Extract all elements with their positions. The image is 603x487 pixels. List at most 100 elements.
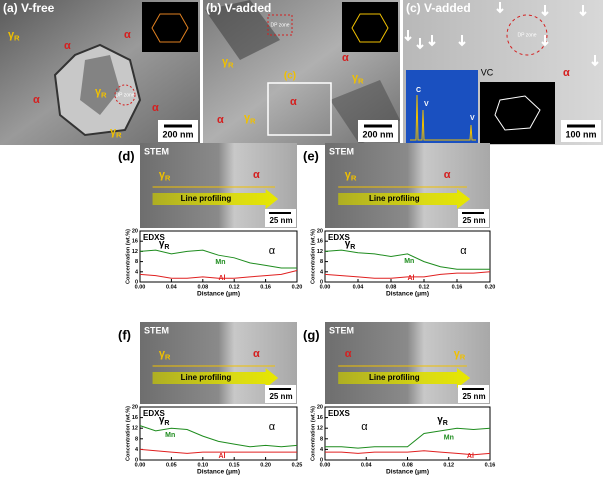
edx-peak-label: C: [416, 87, 421, 94]
x-tick-label: 0.04: [353, 284, 365, 290]
y-tick-label: 4: [320, 447, 324, 453]
x-tick-label: 0.15: [229, 462, 240, 468]
x-axis-title: Distance (μm): [386, 291, 429, 298]
edx-peak-label: V: [470, 115, 475, 122]
y-tick-label: 0: [135, 457, 138, 463]
phase-subscript: R: [164, 244, 169, 251]
arrow: [458, 35, 466, 47]
alpha-label: α: [253, 348, 260, 360]
profile-line: [324, 249, 490, 270]
y-tick-label: 12: [317, 249, 323, 255]
profile-line: [324, 271, 491, 279]
phase-subscript: R: [165, 173, 171, 182]
phase-subscript: R: [443, 420, 448, 427]
phase-label: α: [64, 40, 71, 52]
arrow: [428, 35, 436, 47]
alpha-label: α: [345, 348, 352, 360]
series-label: Mn: [444, 435, 454, 442]
profile-arrow: [152, 189, 279, 209]
phase-subscript: R: [101, 90, 107, 99]
y-tick-label: 20: [132, 404, 138, 410]
phase-label: γ: [222, 56, 229, 68]
phase-label: α: [563, 67, 570, 79]
phase-label: γ: [454, 348, 461, 360]
phase-label: γ: [437, 415, 443, 426]
y-axis-title: Concentration (wt.%): [125, 229, 131, 284]
phase-label: α: [33, 94, 40, 106]
y-tick-label: 16: [317, 239, 323, 245]
panel-label: (d): [118, 148, 135, 163]
phase-subscript: R: [350, 244, 355, 251]
region-label: (c): [284, 71, 296, 82]
particle-label: VC: [481, 67, 494, 77]
scale-label: 25 nm: [269, 216, 292, 225]
series-label: Al: [467, 453, 474, 460]
micrograph-label: (b) V-added: [206, 1, 271, 15]
phase-label: α: [124, 29, 131, 41]
y-tick-label: 4: [135, 269, 139, 275]
y-tick-label: 4: [320, 269, 324, 275]
scale-label: 200 nm: [162, 129, 193, 139]
series-label: Al: [219, 453, 226, 460]
arrow-label: Line profiling: [369, 194, 420, 203]
panel-label: (f): [118, 327, 131, 342]
alpha-label: α: [361, 421, 368, 433]
x-tick-label: 0.20: [260, 462, 271, 468]
x-tick-label: 0.16: [485, 462, 496, 468]
alpha-label: α: [253, 169, 260, 181]
x-tick-label: 0.00: [135, 284, 146, 290]
stem-title: STEM: [144, 325, 169, 335]
x-tick-label: 0.00: [320, 462, 331, 468]
stem-title: STEM: [329, 146, 354, 156]
x-axis-title: Distance (μm): [197, 469, 240, 476]
phase-subscript: R: [116, 130, 122, 139]
profile-line: [139, 249, 297, 269]
edxs-title: EDXS: [328, 409, 350, 418]
y-tick-label: 4: [135, 447, 139, 453]
edx-spectrum: [410, 94, 476, 141]
grain-dark: [80, 55, 120, 115]
dp-circle: [506, 14, 548, 56]
y-axis-title: Concentration (wt.%): [310, 406, 316, 461]
arrow: [541, 5, 549, 17]
plot-frame: [324, 406, 491, 461]
phase-label: γ: [110, 126, 117, 138]
alpha-label: α: [269, 421, 276, 433]
x-tick-label: 0.12: [443, 462, 454, 468]
x-tick-label: 0.12: [229, 284, 240, 290]
dp-zone: DP zone: [270, 22, 289, 28]
phase-label: α: [152, 102, 159, 114]
phase-label: γ: [244, 112, 251, 124]
dp-circle: [114, 84, 136, 106]
phase-label: γ: [159, 239, 165, 250]
arrow: [404, 30, 412, 42]
x-tick-label: 0.16: [452, 284, 463, 290]
phase-subscript: R: [228, 60, 234, 69]
profile-arrow: [152, 368, 279, 388]
arrow: [579, 5, 587, 17]
y-tick-label: 12: [317, 426, 323, 432]
y-tick-label: 20: [132, 228, 138, 234]
phase-label: γ: [159, 348, 166, 360]
x-tick-label: 0.25: [292, 462, 303, 468]
x-tick-label: 0.10: [197, 462, 208, 468]
x-tick-label: 0.20: [292, 284, 303, 290]
y-tick-label: 8: [135, 259, 138, 265]
stem-title: STEM: [144, 146, 169, 156]
phase-subscript: R: [250, 116, 256, 125]
phase-subscript: R: [165, 352, 171, 361]
dp-box: [267, 14, 293, 36]
region-box: [267, 82, 332, 136]
x-tick-label: 0.04: [361, 462, 373, 468]
phase-label: γ: [352, 72, 359, 84]
scale-label: 200 nm: [362, 129, 393, 139]
y-tick-label: 12: [132, 426, 138, 432]
saed-inset: [480, 82, 555, 144]
scale-label: 25 nm: [462, 392, 485, 401]
x-tick-label: 0.12: [419, 284, 430, 290]
dark-grain: [205, 0, 280, 60]
profile-arrow: [338, 189, 471, 209]
saed-pattern: [494, 95, 541, 131]
panel-label: (e): [303, 148, 319, 163]
